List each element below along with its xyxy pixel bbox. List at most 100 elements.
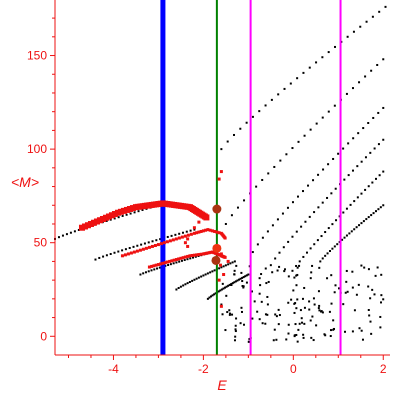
- black-point: [309, 247, 312, 250]
- black-point: [302, 336, 305, 339]
- red-point: [170, 259, 174, 263]
- black-point: [372, 116, 375, 119]
- black-point: [367, 268, 370, 271]
- black-point: [282, 246, 285, 249]
- red-point: [189, 232, 193, 236]
- black-point: [310, 336, 313, 339]
- black-point: [328, 250, 331, 253]
- red-point: [219, 170, 223, 174]
- red-point: [192, 226, 196, 230]
- black-point: [311, 315, 314, 318]
- black-point: [213, 293, 216, 296]
- black-point: [351, 87, 354, 90]
- black-point: [330, 274, 333, 277]
- red-point: [186, 254, 190, 258]
- black-point: [295, 284, 298, 287]
- black-point: [315, 122, 318, 125]
- red-point: [201, 229, 205, 233]
- black-point: [372, 212, 375, 215]
- black-point: [195, 277, 198, 280]
- black-point: [250, 290, 253, 293]
- black-point: [253, 300, 256, 303]
- red-point: [186, 237, 190, 241]
- black-point: [305, 251, 308, 254]
- black-point: [105, 219, 108, 222]
- red-point: [179, 256, 183, 260]
- red-point: [215, 230, 219, 234]
- black-point: [186, 258, 189, 261]
- black-point: [326, 277, 329, 280]
- black-point: [227, 263, 230, 266]
- black-point: [300, 317, 303, 320]
- black-point: [295, 274, 298, 277]
- black-point: [189, 229, 192, 232]
- black-point: [220, 266, 223, 269]
- black-point: [345, 92, 348, 95]
- red-point: [199, 229, 203, 233]
- black-point: [318, 266, 321, 269]
- black-point: [109, 252, 112, 255]
- black-point: [355, 226, 358, 229]
- black-point: [183, 259, 186, 262]
- black-point: [309, 319, 312, 322]
- black-point: [341, 238, 344, 241]
- black-point: [382, 298, 385, 301]
- black-point: [313, 303, 316, 306]
- black-point: [277, 308, 280, 311]
- black-point: [291, 269, 294, 272]
- black-point: [233, 281, 236, 284]
- black-point: [360, 264, 363, 267]
- black-point: [316, 239, 319, 242]
- y-axis-title: <M>: [11, 174, 39, 190]
- black-point: [333, 291, 336, 294]
- black-point: [369, 297, 372, 300]
- black-point: [267, 172, 270, 175]
- black-point: [327, 51, 330, 54]
- black-point: [151, 240, 154, 243]
- black-point: [234, 324, 237, 327]
- black-point: [348, 232, 351, 235]
- black-point: [192, 256, 195, 259]
- red-point: [218, 263, 222, 267]
- black-point: [217, 290, 220, 293]
- red-point: [192, 253, 196, 257]
- black-point: [224, 329, 227, 332]
- black-point: [274, 257, 277, 260]
- black-point: [303, 322, 306, 325]
- black-point: [380, 294, 383, 297]
- red-point: [186, 233, 190, 237]
- black-point: [222, 287, 225, 290]
- black-point: [359, 25, 362, 28]
- black-point: [147, 270, 150, 273]
- black-point: [298, 264, 301, 267]
- black-point: [230, 214, 233, 217]
- black-point: [377, 111, 380, 114]
- red-point: [219, 304, 223, 308]
- black-point: [365, 20, 368, 23]
- red-point: [156, 263, 160, 267]
- black-point: [184, 283, 187, 286]
- black-point: [158, 266, 161, 269]
- red-point: [132, 250, 136, 254]
- black-point: [211, 294, 214, 297]
- black-point: [186, 282, 189, 285]
- black-point: [315, 61, 318, 64]
- black-point: [287, 332, 290, 335]
- y-tick-label: 50: [34, 236, 48, 250]
- black-point: [248, 338, 251, 341]
- black-point: [327, 163, 330, 166]
- black-point: [353, 309, 356, 312]
- red-point: [217, 278, 221, 282]
- black-point: [225, 285, 228, 288]
- black-point: [239, 322, 242, 325]
- black-point: [255, 185, 258, 188]
- black-points-layer: [54, 5, 387, 343]
- black-point: [343, 236, 346, 239]
- red-point: [217, 231, 221, 235]
- black-point: [377, 208, 380, 211]
- black-point: [312, 179, 315, 182]
- black-point: [382, 58, 385, 61]
- black-point: [323, 333, 326, 336]
- black-point: [180, 259, 183, 262]
- black-point: [273, 165, 276, 168]
